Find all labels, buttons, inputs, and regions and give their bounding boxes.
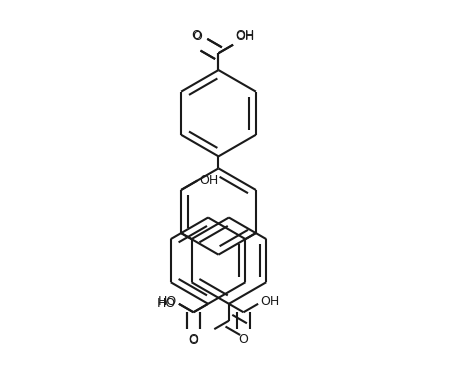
Text: OH: OH [199,174,218,187]
Text: O: O [188,334,198,347]
Text: HO: HO [157,296,176,308]
Text: OH: OH [260,296,279,308]
Text: HO: HO [156,297,175,310]
Text: O: O [192,30,202,43]
Text: OH: OH [235,30,253,43]
Text: OH: OH [235,29,254,42]
Text: O: O [188,333,198,346]
Text: O: O [238,333,248,346]
Text: O: O [191,29,200,42]
